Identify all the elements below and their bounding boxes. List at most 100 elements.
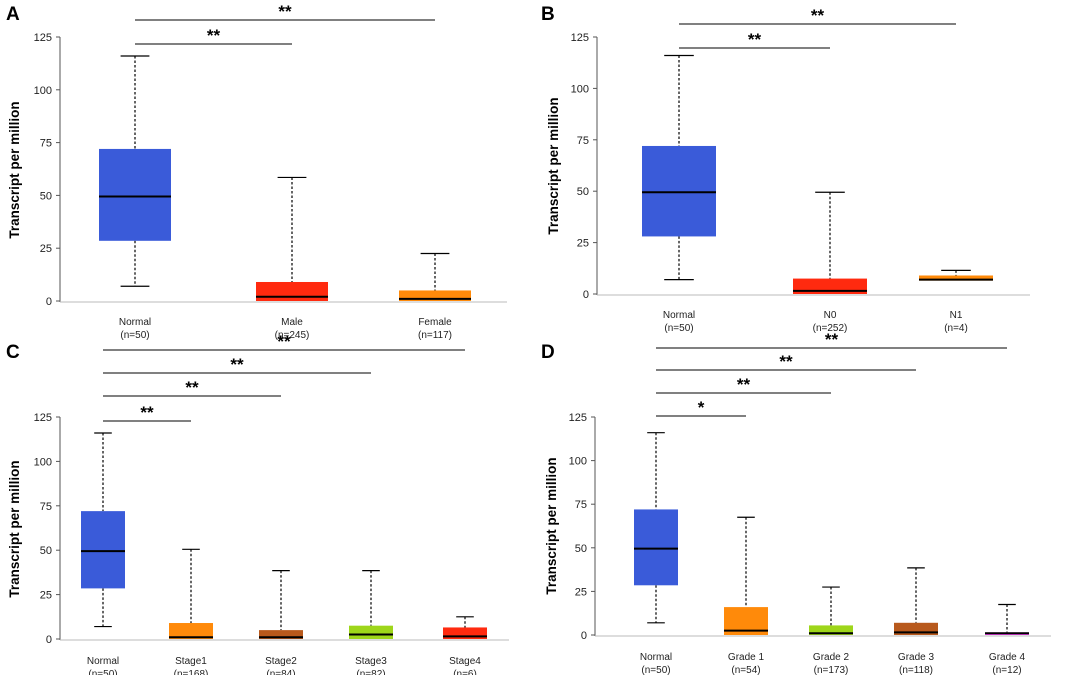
panel-d: D Transcript per million 0 25 50 75 100 125 Norm… <box>535 330 1065 675</box>
y-tick-label: 100 <box>34 456 52 468</box>
x-category-label: Male <box>281 317 303 328</box>
x-category-count: (n=82) <box>356 669 385 675</box>
y-tick-label: 50 <box>575 543 587 555</box>
box-iqr <box>642 145 716 237</box>
box-grade-4 <box>985 603 1029 635</box>
panel-label: A <box>6 4 20 25</box>
x-category-label: Normal <box>87 656 119 667</box>
box-iqr <box>399 290 471 301</box>
x-category-count: (n=245) <box>275 330 310 341</box>
x-category-count: (n=54) <box>731 665 760 675</box>
x-category-label: Stage2 <box>265 656 297 667</box>
x-category-count: (n=50) <box>641 665 670 675</box>
y-tick-label: 25 <box>40 590 52 602</box>
box-iqr <box>634 509 678 586</box>
box-iqr <box>443 627 487 639</box>
x-category-label: Grade 1 <box>728 652 765 663</box>
significance-label: ** <box>185 378 199 397</box>
significance-label: ** <box>230 355 244 374</box>
panel-c: C Transcript per million 0 25 50 75 100 125 Norm… <box>0 332 530 675</box>
panel-label: D <box>541 342 555 363</box>
panel-label: C <box>6 342 20 363</box>
y-tick-label: 100 <box>34 85 52 97</box>
box-normal <box>99 55 171 287</box>
box-iqr <box>259 630 303 639</box>
y-tick-label: 75 <box>577 135 589 147</box>
y-tick-label: 125 <box>569 412 587 424</box>
x-category-count: (n=50) <box>120 330 149 341</box>
x-category-count: (n=6) <box>453 669 477 675</box>
y-tick-label: 100 <box>569 456 587 468</box>
y-tick-label: 75 <box>575 499 587 511</box>
y-axis-label: Transcript per million <box>544 457 559 594</box>
y-tick-label: 125 <box>34 412 52 424</box>
x-category-count: (n=117) <box>418 330 452 341</box>
y-tick-label: 100 <box>571 83 589 95</box>
y-tick-label: 0 <box>583 289 589 301</box>
significance-label: ** <box>140 403 154 422</box>
significance-label: ** <box>278 2 292 21</box>
boxplot-panel-b: B Transcript per million 0 25 50 75 100 125 Norm… <box>541 4 1030 334</box>
box-stage1 <box>169 548 213 639</box>
y-tick-label: 0 <box>581 630 587 642</box>
x-category-label: Normal <box>119 317 151 328</box>
panel-label: B <box>541 4 555 25</box>
x-category-label: Normal <box>663 310 695 321</box>
box-male <box>256 176 328 301</box>
box-iqr <box>809 625 853 635</box>
y-tick-label: 25 <box>40 243 52 255</box>
x-category-label: N0 <box>824 310 837 321</box>
y-axis-label: Transcript per million <box>7 460 22 597</box>
y-tick-label: 125 <box>571 32 589 44</box>
significance-label: ** <box>748 30 762 49</box>
box-iqr <box>349 625 393 639</box>
significance-label: ** <box>207 26 221 45</box>
x-category-label: Stage1 <box>175 656 207 667</box>
y-tick-label: 75 <box>40 501 52 513</box>
boxplot-panel-a: A Transcript per million 0 25 50 75 100 125 Norm… <box>6 2 507 341</box>
boxplot-panel-d: D Transcript per million 0 25 50 75 100 125 Norm… <box>541 330 1051 675</box>
box-normal <box>81 432 125 628</box>
x-category-count: (n=50) <box>88 669 117 675</box>
y-axis-label: Transcript per million <box>7 101 22 238</box>
box-stage3 <box>349 570 393 639</box>
box-iqr <box>169 623 213 639</box>
box-iqr <box>919 275 993 281</box>
box-normal <box>634 432 678 624</box>
x-category-label: Grade 4 <box>989 652 1026 663</box>
x-category-label: Grade 2 <box>813 652 850 663</box>
x-category-count: (n=84) <box>266 669 295 675</box>
x-category-label: Grade 3 <box>898 652 935 663</box>
x-category-label: Female <box>418 317 452 328</box>
box-iqr <box>81 511 125 589</box>
x-category-label: Normal <box>640 652 672 663</box>
boxplot-panel-c: C Transcript per million 0 25 50 75 100 125 Norm… <box>6 332 509 675</box>
y-tick-label: 50 <box>40 545 52 557</box>
y-tick-label: 0 <box>46 296 52 308</box>
box-n1 <box>919 269 993 281</box>
x-category-count: (n=168) <box>174 669 209 675</box>
y-tick-label: 125 <box>34 32 52 44</box>
x-category-label: N1 <box>950 310 963 321</box>
box-stage4 <box>443 616 487 639</box>
x-category-count: (n=118) <box>899 665 933 675</box>
y-tick-label: 25 <box>575 586 587 598</box>
x-category-count: (n=252) <box>813 323 848 334</box>
box-n0 <box>793 191 867 294</box>
y-axis-label: Transcript per million <box>546 97 561 234</box>
x-category-count: (n=4) <box>944 323 968 334</box>
y-tick-label: 0 <box>46 634 52 646</box>
y-tick-label: 50 <box>577 186 589 198</box>
box-normal <box>642 54 716 281</box>
significance-label: ** <box>825 330 839 349</box>
x-category-count: (n=12) <box>992 665 1021 675</box>
x-category-label: Stage3 <box>355 656 387 667</box>
box-iqr <box>256 281 328 301</box>
x-category-count: (n=50) <box>664 323 693 334</box>
significance-label: * <box>698 398 705 417</box>
box-iqr <box>99 148 171 241</box>
significance-label: ** <box>779 352 793 371</box>
x-category-label: Stage4 <box>449 656 481 667</box>
box-stage2 <box>259 570 303 639</box>
box-grade-2 <box>809 586 853 635</box>
